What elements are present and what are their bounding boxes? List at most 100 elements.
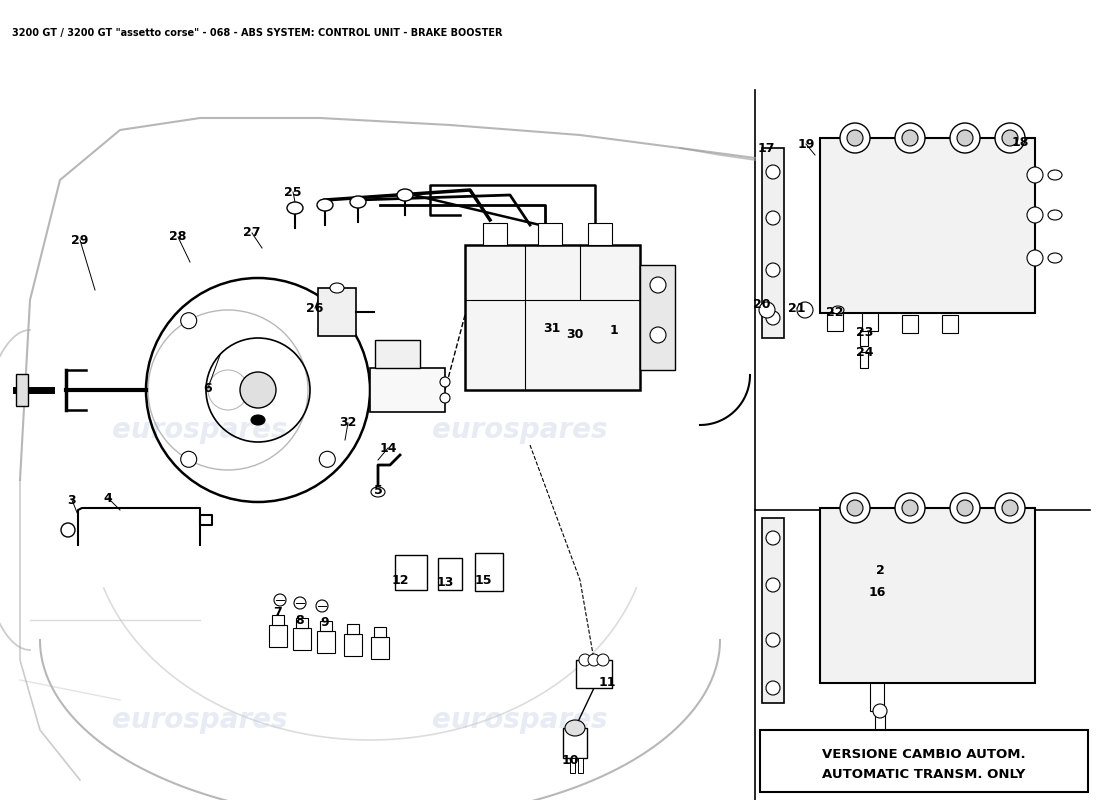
Circle shape — [440, 377, 450, 387]
Bar — [320, 621, 332, 631]
Text: 6: 6 — [204, 382, 212, 394]
Bar — [820, 138, 1035, 313]
Bar — [475, 553, 503, 591]
Bar — [370, 368, 446, 412]
Ellipse shape — [397, 189, 412, 201]
Bar — [640, 265, 675, 370]
Bar — [860, 352, 868, 368]
Circle shape — [766, 681, 780, 695]
Bar — [270, 625, 287, 647]
Text: 26: 26 — [306, 302, 323, 314]
Ellipse shape — [350, 196, 366, 208]
Circle shape — [1027, 167, 1043, 183]
Ellipse shape — [251, 415, 265, 425]
Text: eurospares: eurospares — [432, 706, 607, 734]
Bar — [16, 374, 28, 406]
Circle shape — [766, 633, 780, 647]
Text: 29: 29 — [72, 234, 89, 246]
Text: eurospares: eurospares — [112, 706, 288, 734]
Ellipse shape — [287, 202, 303, 214]
Circle shape — [60, 523, 75, 537]
Circle shape — [950, 493, 980, 523]
Bar — [374, 627, 386, 637]
Bar — [902, 315, 918, 333]
Text: AUTOMATIC TRANSM. ONLY: AUTOMATIC TRANSM. ONLY — [823, 768, 1025, 781]
Bar — [578, 758, 583, 773]
Circle shape — [950, 123, 980, 153]
Text: 17: 17 — [757, 142, 774, 154]
Circle shape — [873, 704, 887, 718]
Bar — [563, 728, 587, 758]
Circle shape — [766, 263, 780, 277]
Text: 3: 3 — [68, 494, 76, 506]
Text: 8: 8 — [296, 614, 305, 626]
Bar — [483, 223, 507, 245]
Bar — [827, 313, 843, 331]
Bar — [296, 618, 308, 628]
Circle shape — [957, 130, 974, 146]
Circle shape — [316, 600, 328, 612]
Text: 3200 GT / 3200 GT "assetto corse" - 068 - ABS SYSTEM: CONTROL UNIT - BRAKE BOOST: 3200 GT / 3200 GT "assetto corse" - 068 … — [12, 28, 503, 38]
Text: 24: 24 — [856, 346, 873, 359]
Circle shape — [766, 578, 780, 592]
Bar — [760, 730, 1088, 792]
Bar — [465, 245, 640, 390]
Ellipse shape — [1048, 210, 1062, 220]
Text: 2: 2 — [876, 563, 884, 577]
Circle shape — [650, 327, 666, 343]
Bar — [762, 518, 784, 703]
Circle shape — [579, 654, 591, 666]
Bar — [762, 148, 784, 338]
Circle shape — [1027, 207, 1043, 223]
Circle shape — [902, 500, 918, 516]
Text: 7: 7 — [274, 606, 283, 619]
Bar — [346, 624, 359, 634]
Circle shape — [1002, 500, 1018, 516]
Circle shape — [588, 654, 600, 666]
Ellipse shape — [371, 487, 385, 497]
Bar — [588, 223, 612, 245]
Text: eurospares: eurospares — [112, 416, 288, 444]
Text: 9: 9 — [321, 617, 329, 630]
Text: 10: 10 — [561, 754, 579, 766]
Text: eurospares: eurospares — [432, 416, 607, 444]
Text: 20: 20 — [754, 298, 771, 311]
Circle shape — [766, 531, 780, 545]
Text: 23: 23 — [856, 326, 873, 339]
Text: 16: 16 — [868, 586, 886, 599]
Bar — [438, 558, 462, 590]
Text: 15: 15 — [474, 574, 492, 587]
Ellipse shape — [330, 283, 344, 293]
Bar — [318, 288, 356, 336]
Circle shape — [840, 493, 870, 523]
Circle shape — [895, 493, 925, 523]
Text: 30: 30 — [566, 329, 584, 342]
Circle shape — [766, 211, 780, 225]
Text: 19: 19 — [798, 138, 815, 150]
Circle shape — [274, 594, 286, 606]
Circle shape — [902, 130, 918, 146]
Text: 32: 32 — [339, 417, 356, 430]
Circle shape — [1002, 130, 1018, 146]
Circle shape — [840, 123, 870, 153]
Ellipse shape — [1048, 253, 1062, 263]
Text: VERSIONE CAMBIO AUTOM.: VERSIONE CAMBIO AUTOM. — [822, 748, 1026, 761]
Ellipse shape — [832, 306, 844, 314]
Text: 11: 11 — [598, 677, 616, 690]
Circle shape — [180, 313, 197, 329]
Bar — [570, 758, 575, 773]
Ellipse shape — [1048, 170, 1062, 180]
Circle shape — [240, 372, 276, 408]
Ellipse shape — [565, 720, 585, 736]
Circle shape — [319, 313, 336, 329]
Text: 18: 18 — [1011, 135, 1028, 149]
Bar — [293, 628, 311, 650]
Bar — [860, 330, 868, 346]
Circle shape — [1027, 250, 1043, 266]
Bar — [317, 631, 336, 653]
Text: 14: 14 — [379, 442, 397, 454]
Bar — [942, 315, 958, 333]
Circle shape — [180, 451, 197, 467]
Bar — [538, 223, 562, 245]
Bar — [870, 683, 884, 711]
